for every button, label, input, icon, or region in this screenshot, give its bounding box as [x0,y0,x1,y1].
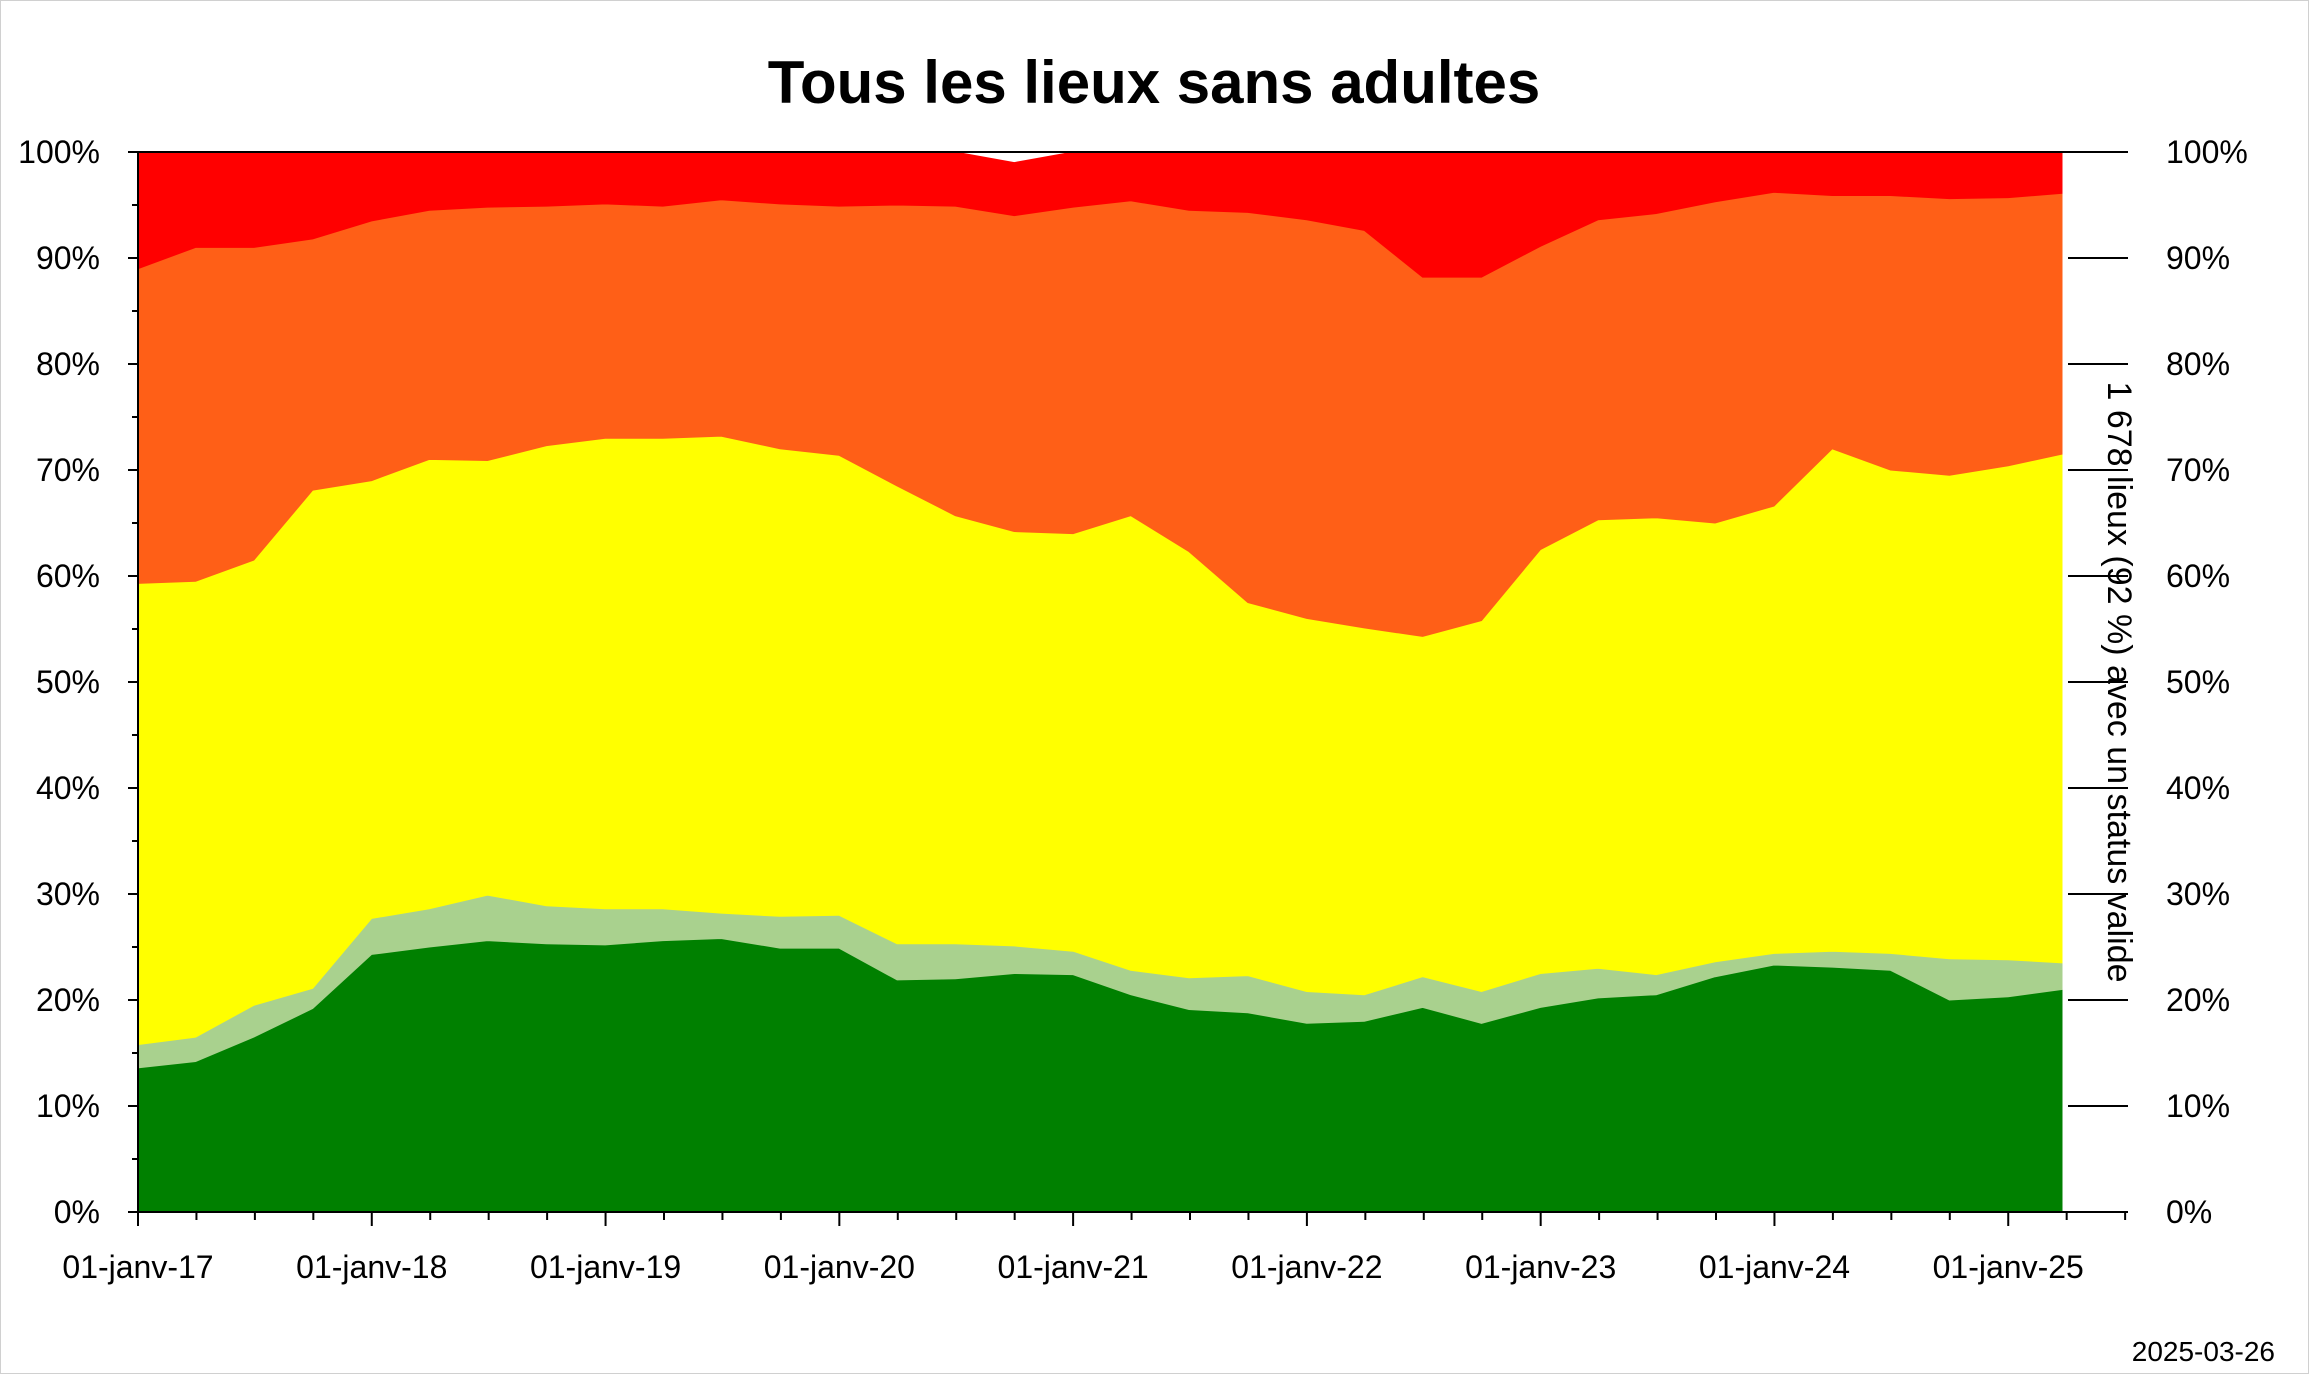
x-tick-label: 01-janv-18 [296,1249,447,1285]
y-tick-label-right: 70% [2166,452,2230,488]
y-tick-label-left: 30% [36,876,100,912]
y-tick-label-left: 90% [36,240,100,276]
x-tick-label: 01-janv-20 [764,1249,915,1285]
axes: 0% 0% 10% 10% 20% 20% 30% 30% 40% 40% 50% 50% 60% 60%… [18,134,2248,1285]
y-tick-label-left: 50% [36,664,100,700]
y-tick-label-left: 10% [36,1088,100,1124]
y-tick-label-left: 70% [36,452,100,488]
chart-title: Tous les lieux sans adultes [768,49,1541,116]
date-stamp: 2025-03-26 [2132,1336,2275,1367]
x-tick-label: 01-janv-21 [998,1249,1149,1285]
y-tick-label-left: 60% [36,558,100,594]
y-tick-label-right: 80% [2166,346,2230,382]
x-tick-label: 01-janv-25 [1933,1249,2084,1285]
y-tick-label-left: 20% [36,982,100,1018]
x-tick-label: 01-janv-19 [530,1249,681,1285]
y-tick-label-left: 40% [36,770,100,806]
y-tick-label-right: 50% [2166,664,2230,700]
y-tick-label-right: 10% [2166,1088,2230,1124]
y-tick-label-right: 0% [2166,1194,2212,1230]
y-tick-label-left: 80% [36,346,100,382]
y-tick-label-left: 0% [54,1194,100,1230]
y-tick-label-right: 40% [2166,770,2230,806]
y-tick-label-left: 100% [18,134,100,170]
x-tick-label: 01-janv-23 [1465,1249,1616,1285]
y-tick-label-right: 60% [2166,558,2230,594]
y-tick-label-right: 20% [2166,982,2230,1018]
x-tick-label: 01-janv-17 [62,1249,213,1285]
right-axis-label: 1 678 lieux (92 %) avec un status valide [2100,381,2138,982]
x-tick-label: 01-janv-24 [1699,1249,1850,1285]
y-tick-label-right: 100% [2166,134,2248,170]
y-tick-label-right: 90% [2166,240,2230,276]
x-tick-label: 01-janv-22 [1231,1249,1382,1285]
y-tick-label-right: 30% [2166,876,2230,912]
stacked-areas [137,151,2063,1213]
